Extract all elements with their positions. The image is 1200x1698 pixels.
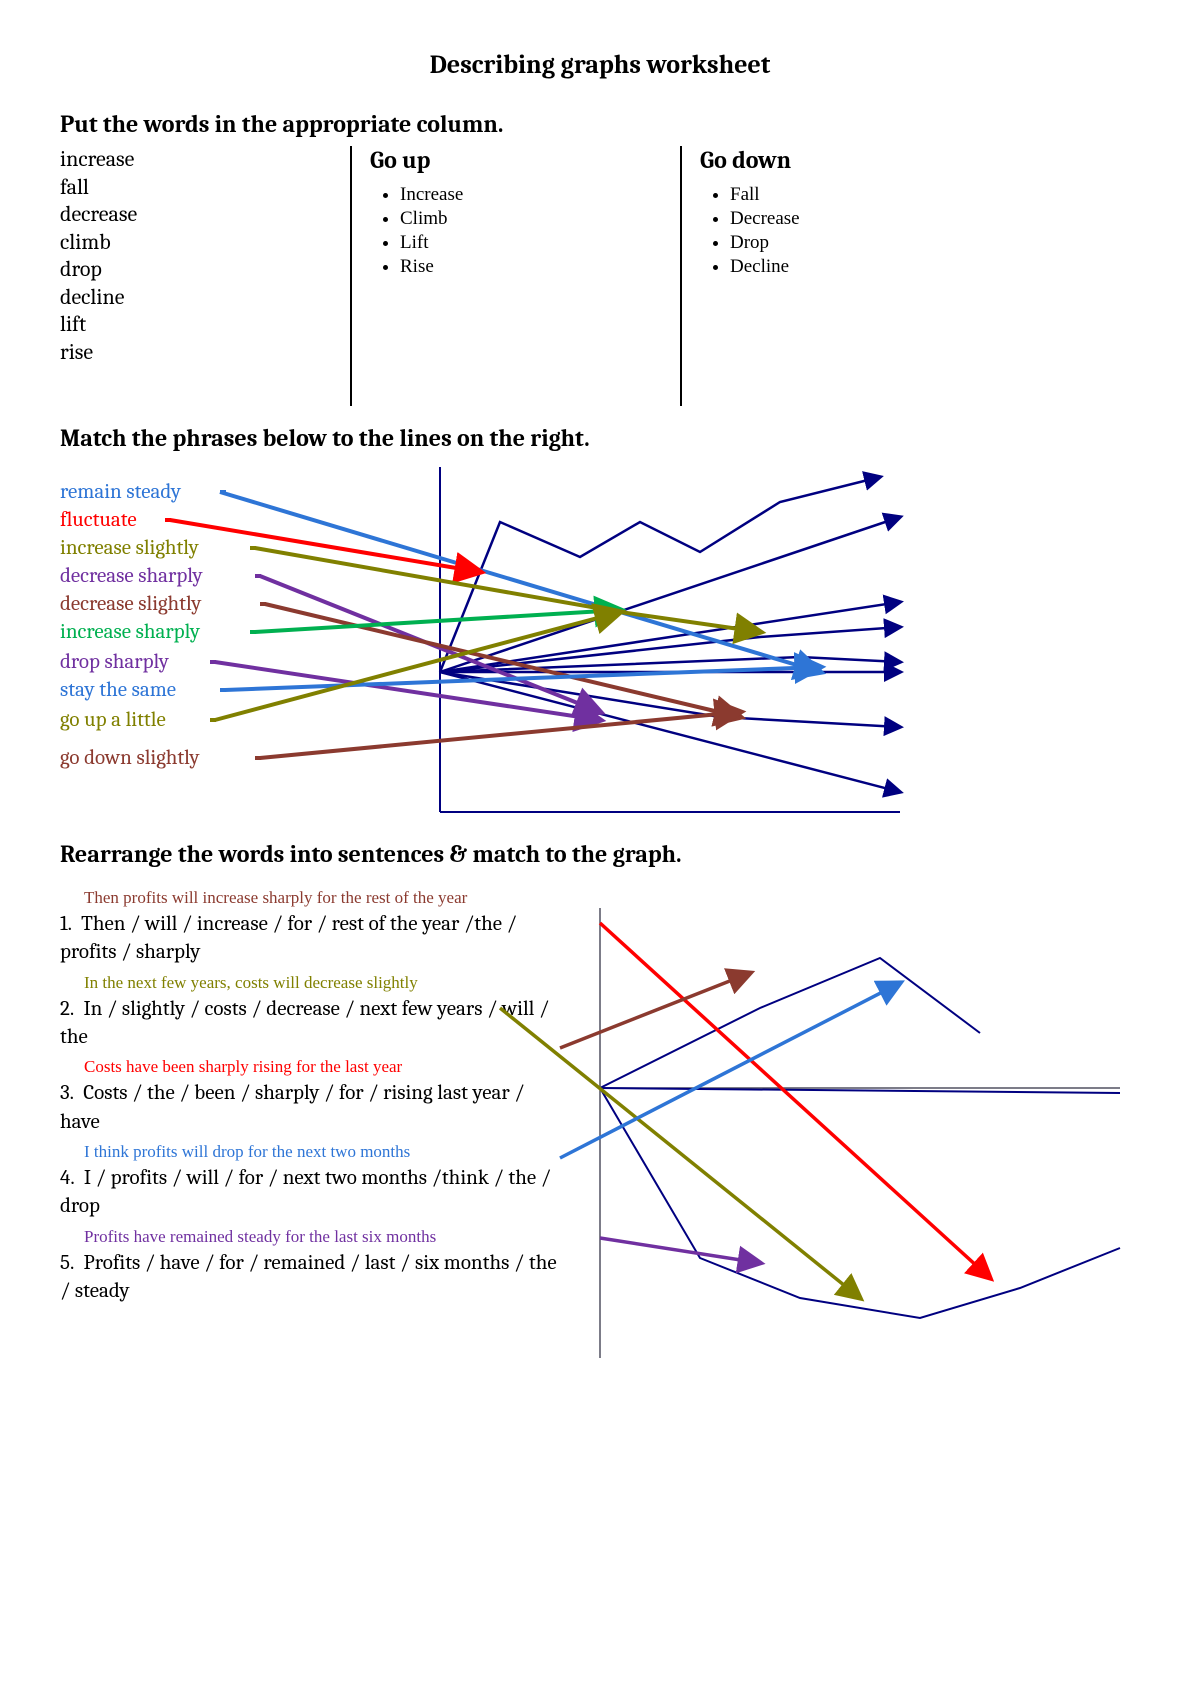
question-text: 1. Then / will / increase / for / rest o… [60,910,560,967]
word-bank-item: climb [60,229,332,257]
word-bank-item: fall [60,174,332,202]
list-item: Decrease [730,208,972,230]
go-up-list: IncreaseClimbLiftRise [400,184,622,278]
match-arrow [260,712,740,758]
go-down-list: FallDecreaseDropDecline [730,184,972,278]
list-item: Rise [400,256,622,278]
match-arrow [600,923,990,1278]
phrase-label: stay the same [60,680,176,701]
answer-text: Profits have remained steady for the las… [84,1227,560,1247]
match-arrow [560,983,900,1158]
match-svg [60,462,1140,822]
rearrange-exercise: Then profits will increase sharply for t… [60,888,1140,1368]
word-bank-item: increase [60,146,332,174]
section1-heading: Put the words in the appropriate column. [60,110,1140,138]
word-bank-item: lift [60,311,332,339]
list-item: Lift [400,232,622,254]
answer-text: I think profits will drop for the next t… [84,1142,560,1162]
word-bank-item: decline [60,284,332,312]
section3-heading: Rearrange the words into sentences & mat… [60,840,1140,868]
list-item: Increase [400,184,622,206]
list-item: Drop [730,232,972,254]
word-bank-item: decrease [60,201,332,229]
go-up-heading: Go up [370,146,622,174]
graph-line [600,958,980,1088]
phrase-label: drop sharply [60,652,169,673]
question-text: 2. In / slightly / costs / decrease / ne… [60,995,560,1052]
list-item: Fall [730,184,972,206]
section2-heading: Match the phrases below to the lines on … [60,424,1140,452]
word-bank-col: increasefalldecreaseclimbdropdeclinelift… [60,146,350,406]
phrase-label: fluctuate [60,510,137,531]
answer-text: Costs have been sharply rising for the l… [84,1057,560,1077]
page-title: Describing graphs worksheet [60,50,1140,80]
word-bank-item: rise [60,339,332,367]
answer-text: Then profits will increase sharply for t… [84,888,560,908]
match-arrow [170,520,480,572]
list-item: Decline [730,256,972,278]
answer-text: In the next few years, costs will decrea… [84,973,560,993]
phrase-label: increase sharply [60,622,200,643]
question-text: 3. Costs / the / been / sharply / for / … [60,1079,560,1136]
go-up-col: Go up IncreaseClimbLiftRise [350,146,640,406]
graph-line [440,672,900,792]
go-down-heading: Go down [700,146,972,174]
phrase-label: go up a little [60,710,166,731]
graph-line [600,1088,1120,1093]
word-bank: increasefalldecreaseclimbdropdeclinelift… [60,146,332,366]
graph-line [600,1088,1120,1318]
columns-exercise: increasefalldecreaseclimbdropdeclinelift… [60,146,1140,406]
list-item: Climb [400,208,622,230]
question-text: 5. Profits / have / for / remained / las… [60,1249,560,1306]
question-text: 4. I / profits / will / for / next two m… [60,1164,560,1221]
match-arrow [560,973,750,1048]
go-down-col: Go down FallDecreaseDropDecline [680,146,990,406]
phrase-label: increase slightly [60,538,199,559]
word-bank-item: drop [60,256,332,284]
phrase-label: decrease slightly [60,594,201,615]
match-arrow [600,1238,760,1263]
questions-column: Then profits will increase sharply for t… [60,888,560,1305]
phrase-label: remain steady [60,482,181,503]
phrase-label: go down slightly [60,748,200,769]
phrase-label: decrease sharply [60,566,203,587]
matching-exercise: remain steady fluctuate increase slightly d… [60,462,1140,822]
